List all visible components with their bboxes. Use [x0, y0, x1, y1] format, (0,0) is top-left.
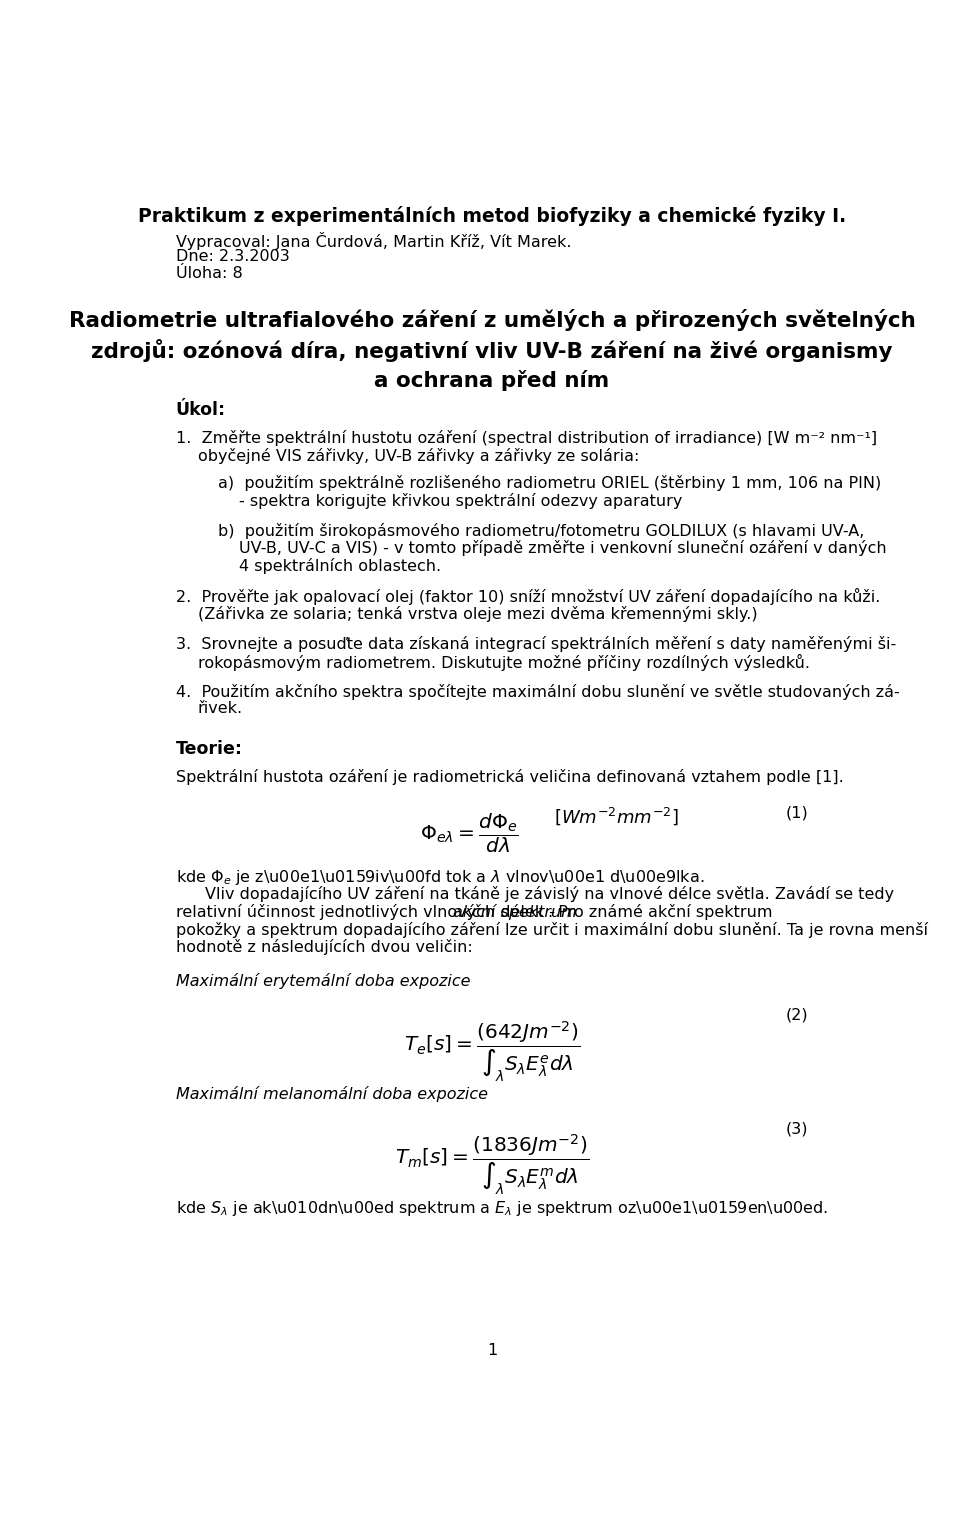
Text: řivek.: řivek.	[198, 702, 243, 716]
Text: kde $\Phi_e$ je z\u00e1\u0159iv\u00fd tok a $\lambda$ vlnov\u00e1 d\u00e9lka.: kde $\Phi_e$ je z\u00e1\u0159iv\u00fd to…	[176, 868, 705, 886]
Text: (1): (1)	[785, 805, 808, 820]
Text: Vliv dopadajícího UV záření na tkáně je závislý na vlnové délce světla. Zavádí s: Vliv dopadajícího UV záření na tkáně je …	[205, 886, 895, 903]
Text: pokožky a spektrum dopadajícího záření lze určit i maximální dobu slunění. Ta je: pokožky a spektrum dopadajícího záření l…	[176, 921, 927, 938]
Text: . Pro známé akční spektrum: . Pro známé akční spektrum	[548, 904, 772, 920]
Text: kde $S_\lambda$ je ak\u010dn\u00ed spektrum a $E_\lambda$ je spektrum oz\u00e1\u: kde $S_\lambda$ je ak\u010dn\u00ed spekt…	[176, 1199, 828, 1217]
Text: 4.  Použitím akčního spektra spočítejte maximální dobu slunění ve světle studova: 4. Použitím akčního spektra spočítejte m…	[176, 684, 900, 699]
Text: 1.  Změřte spektrální hustotu ozáření (spectral distribution of irradiance) [W m: 1. Změřte spektrální hustotu ozáření (sp…	[176, 431, 876, 446]
Text: Úkol:: Úkol:	[176, 402, 226, 419]
Text: Dne: 2.3.2003: Dne: 2.3.2003	[176, 250, 290, 264]
Text: Úloha: 8: Úloha: 8	[176, 267, 243, 282]
Text: 4 spektrálních oblastech.: 4 spektrálních oblastech.	[239, 558, 442, 575]
Text: Spektrální hustota ozáření je radiometrická veličina definovaná vztahem podle [1: Spektrální hustota ozáření je radiometri…	[176, 770, 844, 785]
Text: $T_m[s] = \dfrac{(1836Jm^{-2})}{\int_\lambda S_\lambda E^m_\lambda d\lambda}$: $T_m[s] = \dfrac{(1836Jm^{-2})}{\int_\la…	[395, 1133, 589, 1197]
Text: 2.  Prověřte jak opalovací olej (faktor 10) sníží množství UV záření dopadajícíh: 2. Prověřte jak opalovací olej (faktor 1…	[176, 589, 880, 606]
Text: Praktikum z experimentálních metod biofyziky a chemické fyziky I.: Praktikum z experimentálních metod biofy…	[138, 205, 846, 225]
Text: - spektra korigujte křivkou spektrální odezvy aparatury: - spektra korigujte křivkou spektrální o…	[239, 492, 683, 509]
Text: akční spektrum: akční spektrum	[453, 904, 577, 920]
Text: 1: 1	[487, 1343, 497, 1358]
Text: (2): (2)	[785, 1007, 808, 1023]
Text: obyčejné VIS zářivky, UV-B zářivky a zářivky ze solária:: obyčejné VIS zářivky, UV-B zářivky a zář…	[198, 448, 638, 464]
Text: b)  použitím širokopásmového radiometru/fotometru GOLDILUX (s hlavami UV-A,: b) použitím širokopásmového radiometru/f…	[219, 523, 865, 538]
Text: a)  použitím spektrálně rozlišeného radiometru ORIEL (štěrbiny 1 mm, 106 na PIN): a) použitím spektrálně rozlišeného radio…	[219, 475, 881, 491]
Text: $T_e[s] = \dfrac{(642Jm^{-2})}{\int_\lambda S_\lambda E^e_\lambda d\lambda}$: $T_e[s] = \dfrac{(642Jm^{-2})}{\int_\lam…	[404, 1019, 580, 1084]
Text: Maximální erytemální doba expozice: Maximální erytemální doba expozice	[176, 973, 470, 989]
Text: Teorie:: Teorie:	[176, 740, 243, 757]
Text: Radiometrie ultrafialového záření z umělých a přirozených světelných
zdrojů: ozó: Radiometrie ultrafialového záření z uměl…	[68, 308, 916, 391]
Text: $\Phi_{e\lambda} = \dfrac{d\Phi_e}{d\lambda}$: $\Phi_{e\lambda} = \dfrac{d\Phi_e}{d\lam…	[420, 811, 517, 855]
Text: relativní účinnost jednotlivých vlnových délek -: relativní účinnost jednotlivých vlnových…	[176, 904, 560, 920]
Text: (Zářivka ze solaria; tenká vrstva oleje mezi dvěma křemennými skly.): (Zářivka ze solaria; tenká vrstva oleje …	[198, 606, 757, 622]
Text: $[Wm^{-2}mm^{-2}]$: $[Wm^{-2}mm^{-2}]$	[554, 805, 679, 826]
Text: (3): (3)	[785, 1121, 808, 1136]
Text: UV-B, UV-C a VIS) - v tomto případě změřte i venkovní sluneční ozáření v daných: UV-B, UV-C a VIS) - v tomto případě změř…	[239, 541, 887, 556]
Text: Maximální melanomální doba expozice: Maximální melanomální doba expozice	[176, 1087, 488, 1102]
Text: Vypracoval: Jana Čurdová, Martin Kříž, Vít Marek.: Vypracoval: Jana Čurdová, Martin Kříž, V…	[176, 231, 571, 250]
Text: 3.  Srovnejte a posuďte data získaná integrací spektrálních měření s daty naměře: 3. Srovnejte a posuďte data získaná inte…	[176, 636, 896, 652]
Text: rokopásmovým radiometrem. Diskutujte možné příčiny rozdílných výsledků.: rokopásmovým radiometrem. Diskutujte mož…	[198, 653, 809, 670]
Text: hodnotě z následujících dvou veličin:: hodnotě z následujících dvou veličin:	[176, 940, 472, 955]
